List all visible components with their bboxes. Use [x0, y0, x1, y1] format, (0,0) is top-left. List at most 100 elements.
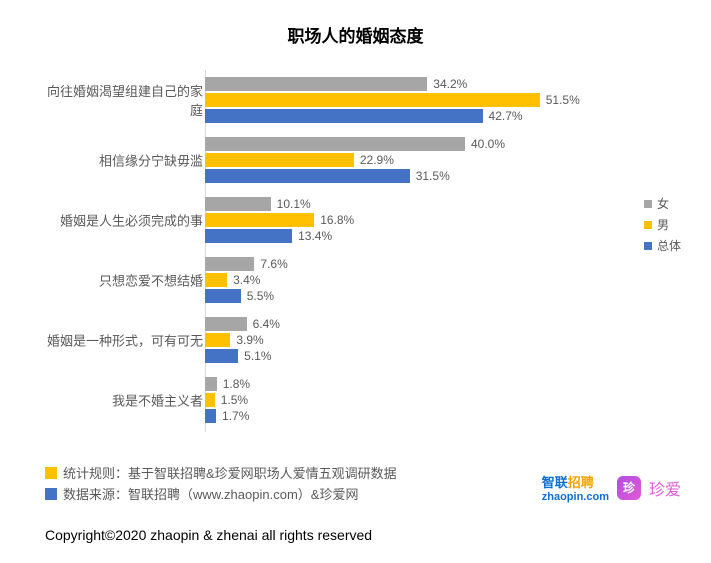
bar-total: [205, 409, 216, 423]
bar-value-label: 34.2%: [433, 77, 467, 91]
chart-group: 向往婚姻渴望组建自己的家庭 34.2% 51.5% 42.7%: [45, 70, 605, 130]
bar-value-label: 7.6%: [260, 257, 287, 271]
bar-value-label: 10.1%: [277, 197, 311, 211]
logo-zhaopin-cn-part2: 招聘: [568, 475, 594, 490]
chart-group: 相信缘分宁缺毋滥 40.0% 22.9% 31.5%: [45, 130, 605, 190]
chart-group: 婚姻是人生必须完成的事 10.1% 16.8% 13.4%: [45, 190, 605, 250]
bar-row: 31.5%: [205, 168, 505, 184]
bar-female: [205, 317, 247, 331]
bar-value-label: 13.4%: [298, 229, 332, 243]
logo-zhaopin-cn: 智联招聘: [542, 472, 594, 491]
bar-value-label: 6.4%: [253, 317, 280, 331]
bar-set: 7.6%3.4% 5.5%: [205, 256, 288, 304]
chart-plot-area: 向往婚姻渴望组建自己的家庭34.2%51.5%42.7%相信缘分宁缺毋滥40.0…: [45, 70, 605, 430]
footer-source: 数据来源：智联招聘（www.zhaopin.com）&珍爱网: [45, 484, 397, 503]
bar-row: 34.2%: [205, 76, 580, 92]
category-label: 我是不婚主义者: [43, 391, 203, 410]
bar-male: [205, 333, 230, 347]
bar-value-label: 1.7%: [222, 409, 249, 423]
chart-group: 我是不婚主义者 1.8% 1.5% 1.7%: [45, 370, 605, 430]
chart-group: 只想恋爱不想结婚 7.6%3.4% 5.5%: [45, 250, 605, 310]
bar-row: 1.7%: [205, 408, 250, 424]
legend-label: 女: [657, 195, 669, 212]
bar-row: 6.4%: [205, 316, 280, 332]
footer-rule-swatch: [45, 467, 57, 479]
bar-row: 13.4%: [205, 228, 354, 244]
footer-rule-text: 统计规则：基于智联招聘&珍爱网职场人爱情五观调研数据: [63, 463, 397, 482]
bar-female: [205, 77, 427, 91]
bar-male: [205, 93, 540, 107]
legend: 女男总体: [644, 195, 681, 258]
legend-swatch: [644, 221, 652, 229]
footer-rule: 统计规则：基于智联招聘&珍爱网职场人爱情五观调研数据: [45, 463, 397, 482]
bar-set: 10.1% 16.8% 13.4%: [205, 196, 354, 244]
bar-row: 40.0%: [205, 136, 505, 152]
bar-total: [205, 169, 410, 183]
bar-value-label: 1.8%: [223, 377, 250, 391]
logo-zhenai-text: 珍爱: [649, 476, 681, 500]
bar-set: 1.8% 1.5% 1.7%: [205, 376, 250, 424]
bar-value-label: 51.5%: [546, 93, 580, 107]
logo-zhenai-badge: 珍: [617, 476, 641, 500]
footer-source-swatch: [45, 488, 57, 500]
bar-female: [205, 257, 254, 271]
bar-value-label: 16.8%: [320, 213, 354, 227]
bar-set: 34.2% 51.5% 42.7%: [205, 76, 580, 124]
logo-zhaopin-en: zhaopin.com: [542, 491, 609, 503]
bar-row: 42.7%: [205, 108, 580, 124]
bar-value-label: 22.9%: [360, 153, 394, 167]
bar-total: [205, 289, 241, 303]
bar-total: [205, 109, 483, 123]
bar-row: 7.6%: [205, 256, 288, 272]
bar-row: 3.9%: [205, 332, 280, 348]
chart-title: 职场人的婚姻态度: [0, 0, 711, 47]
category-label: 只想恋爱不想结婚: [43, 271, 203, 290]
category-label: 婚姻是一种形式，可有可无: [43, 331, 203, 350]
bar-row: 1.8%: [205, 376, 250, 392]
bar-female: [205, 137, 465, 151]
bar-female: [205, 197, 271, 211]
bar-male: [205, 393, 215, 407]
footer-notes: 统计规则：基于智联招聘&珍爱网职场人爱情五观调研数据 数据来源：智联招聘（www…: [45, 461, 397, 503]
legend-item: 总体: [644, 237, 681, 254]
bar-set: 40.0% 22.9% 31.5%: [205, 136, 505, 184]
bar-total: [205, 349, 238, 363]
bar-female: [205, 377, 217, 391]
logo-zhaopin: 智联招聘 zhaopin.com: [542, 472, 609, 503]
bar-value-label: 5.5%: [247, 289, 274, 303]
bar-value-label: 5.1%: [244, 349, 271, 363]
bar-row: 1.5%: [205, 392, 250, 408]
bar-row: 5.1%: [205, 348, 280, 364]
bar-total: [205, 229, 292, 243]
bar-row: 3.4%: [205, 272, 288, 288]
bar-set: 6.4% 3.9% 5.1%: [205, 316, 280, 364]
bar-row: 10.1%: [205, 196, 354, 212]
copyright-text: Copyright©2020 zhaopin & zhenai all righ…: [45, 527, 372, 543]
chart-group: 婚姻是一种形式，可有可无 6.4% 3.9% 5.1%: [45, 310, 605, 370]
bar-value-label: 40.0%: [471, 137, 505, 151]
legend-item: 女: [644, 195, 681, 212]
bar-row: 51.5%: [205, 92, 580, 108]
bar-value-label: 3.4%: [233, 273, 260, 287]
legend-swatch: [644, 200, 652, 208]
bar-male: [205, 153, 354, 167]
bar-value-label: 31.5%: [416, 169, 450, 183]
bar-row: 16.8%: [205, 212, 354, 228]
footer-source-text: 数据来源：智联招聘（www.zhaopin.com）&珍爱网: [63, 484, 358, 503]
bar-male: [205, 213, 314, 227]
legend-label: 男: [657, 216, 669, 233]
bar-value-label: 42.7%: [489, 109, 523, 123]
category-label: 婚姻是人生必须完成的事: [43, 211, 203, 230]
logos: 智联招聘 zhaopin.com 珍 珍爱: [542, 472, 681, 503]
bar-row: 22.9%: [205, 152, 505, 168]
bar-value-label: 1.5%: [221, 393, 248, 407]
bar-male: [205, 273, 227, 287]
legend-item: 男: [644, 216, 681, 233]
legend-swatch: [644, 242, 652, 250]
bar-row: 5.5%: [205, 288, 288, 304]
logo-zhaopin-cn-part1: 智联: [542, 475, 568, 490]
legend-label: 总体: [657, 237, 681, 254]
category-label: 向往婚姻渴望组建自己的家庭: [43, 81, 203, 119]
bar-value-label: 3.9%: [236, 333, 263, 347]
category-label: 相信缘分宁缺毋滥: [43, 151, 203, 170]
